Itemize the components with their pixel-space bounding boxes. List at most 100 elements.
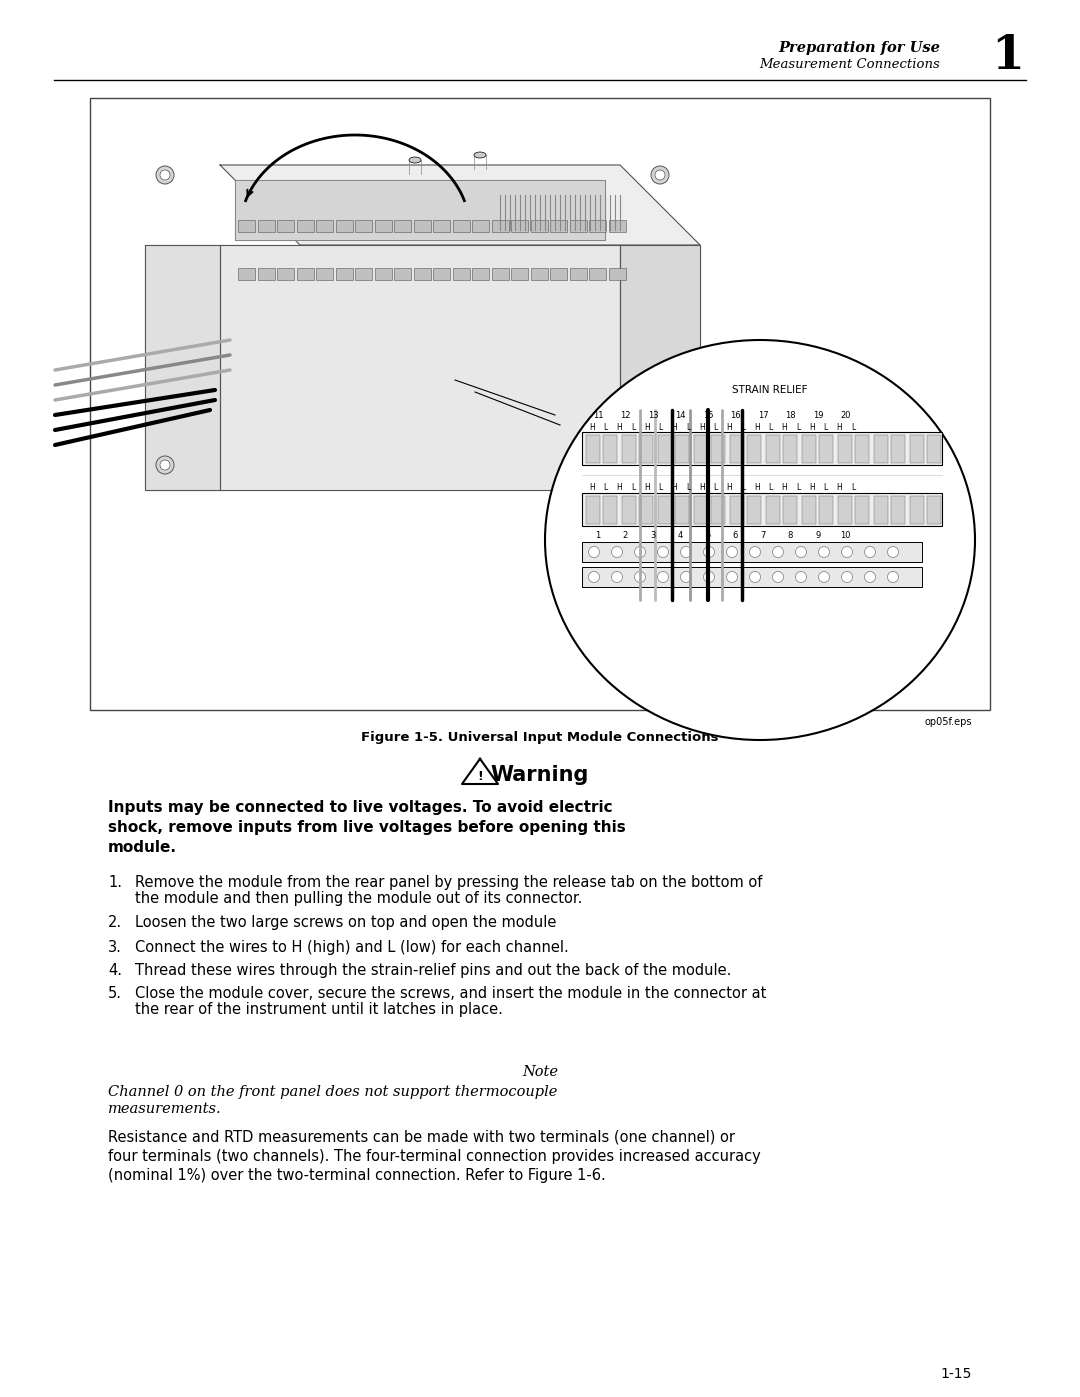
Bar (783, 496, 797, 524)
Text: Warning: Warning (490, 766, 590, 785)
Text: 16: 16 (730, 411, 741, 419)
Text: 3.: 3. (108, 940, 122, 956)
Bar (694, 496, 708, 524)
Circle shape (796, 546, 807, 557)
Text: 2.: 2. (108, 915, 122, 930)
Bar (453, 268, 470, 279)
Circle shape (727, 571, 738, 583)
Bar (694, 434, 708, 462)
Circle shape (658, 546, 669, 557)
Text: 19: 19 (813, 411, 823, 419)
Text: Channel 0 on the front panel does not support thermocouple: Channel 0 on the front panel does not su… (108, 1085, 557, 1099)
Text: shock, remove inputs from live voltages before opening this: shock, remove inputs from live voltages … (108, 820, 625, 835)
Text: H: H (837, 483, 842, 493)
Bar (530, 268, 548, 279)
Circle shape (680, 546, 691, 557)
Text: H: H (837, 422, 842, 432)
Circle shape (772, 546, 783, 557)
Circle shape (888, 571, 899, 583)
Bar (433, 219, 450, 232)
Text: L: L (631, 422, 635, 432)
Bar (355, 268, 372, 279)
Text: L: L (796, 483, 800, 493)
Circle shape (654, 460, 665, 469)
Bar (891, 496, 905, 524)
Text: !: ! (477, 770, 483, 782)
Bar (276, 219, 294, 232)
Bar (891, 434, 905, 462)
Bar (589, 219, 606, 232)
Text: H: H (782, 422, 787, 432)
Circle shape (651, 455, 669, 474)
Circle shape (841, 546, 852, 557)
Bar (675, 496, 689, 524)
Bar (238, 268, 255, 279)
Text: 2: 2 (623, 531, 629, 539)
Ellipse shape (474, 152, 486, 158)
Text: Connect the wires to H (high) and L (low) for each channel.: Connect the wires to H (high) and L (low… (135, 940, 569, 956)
Text: 14: 14 (675, 411, 686, 419)
Text: 17: 17 (758, 411, 768, 419)
Circle shape (819, 571, 829, 583)
Bar (927, 434, 941, 462)
Text: L: L (741, 422, 745, 432)
Bar (238, 219, 255, 232)
Text: H: H (672, 422, 677, 432)
Bar (550, 268, 567, 279)
Bar (530, 219, 548, 232)
Text: H: H (672, 483, 677, 493)
Bar (927, 496, 941, 524)
Text: H: H (617, 422, 622, 432)
Circle shape (156, 166, 174, 184)
Text: L: L (659, 483, 663, 493)
Bar (491, 219, 509, 232)
Text: 13: 13 (648, 411, 659, 419)
Circle shape (651, 166, 669, 184)
Text: Note: Note (522, 1065, 558, 1078)
Circle shape (635, 546, 646, 557)
Bar (586, 434, 600, 462)
Text: L: L (686, 483, 690, 493)
Bar (491, 268, 509, 279)
Text: measurements.: measurements. (108, 1102, 221, 1116)
Bar (375, 268, 391, 279)
Text: 15: 15 (703, 411, 713, 419)
Polygon shape (235, 180, 605, 240)
Bar (453, 219, 470, 232)
Text: H: H (727, 483, 732, 493)
Bar (747, 496, 761, 524)
Bar (603, 496, 617, 524)
Bar (874, 434, 888, 462)
Circle shape (864, 571, 876, 583)
Bar (711, 496, 725, 524)
Text: L: L (769, 483, 773, 493)
Text: Measurement Connections: Measurement Connections (759, 59, 940, 71)
Circle shape (864, 546, 876, 557)
Circle shape (160, 460, 170, 469)
Text: H: H (727, 422, 732, 432)
Bar (336, 268, 352, 279)
Bar (855, 434, 869, 462)
Bar (608, 219, 625, 232)
Bar (336, 219, 352, 232)
Text: L: L (741, 483, 745, 493)
Bar (603, 434, 617, 462)
Bar (910, 496, 924, 524)
Circle shape (888, 546, 899, 557)
Text: 12: 12 (620, 411, 631, 419)
Bar (658, 434, 672, 462)
Bar (394, 219, 411, 232)
Circle shape (589, 546, 599, 557)
Text: Remove the module from the rear panel by pressing the release tab on the bottom : Remove the module from the rear panel by… (135, 875, 762, 890)
Bar (569, 268, 586, 279)
Bar (355, 219, 372, 232)
Bar (375, 219, 391, 232)
Text: L: L (714, 422, 718, 432)
Text: 1-15: 1-15 (941, 1368, 972, 1382)
Circle shape (611, 546, 622, 557)
Bar (550, 219, 567, 232)
Bar (639, 434, 653, 462)
Text: L: L (851, 422, 855, 432)
Text: L: L (604, 483, 608, 493)
Bar (819, 496, 833, 524)
